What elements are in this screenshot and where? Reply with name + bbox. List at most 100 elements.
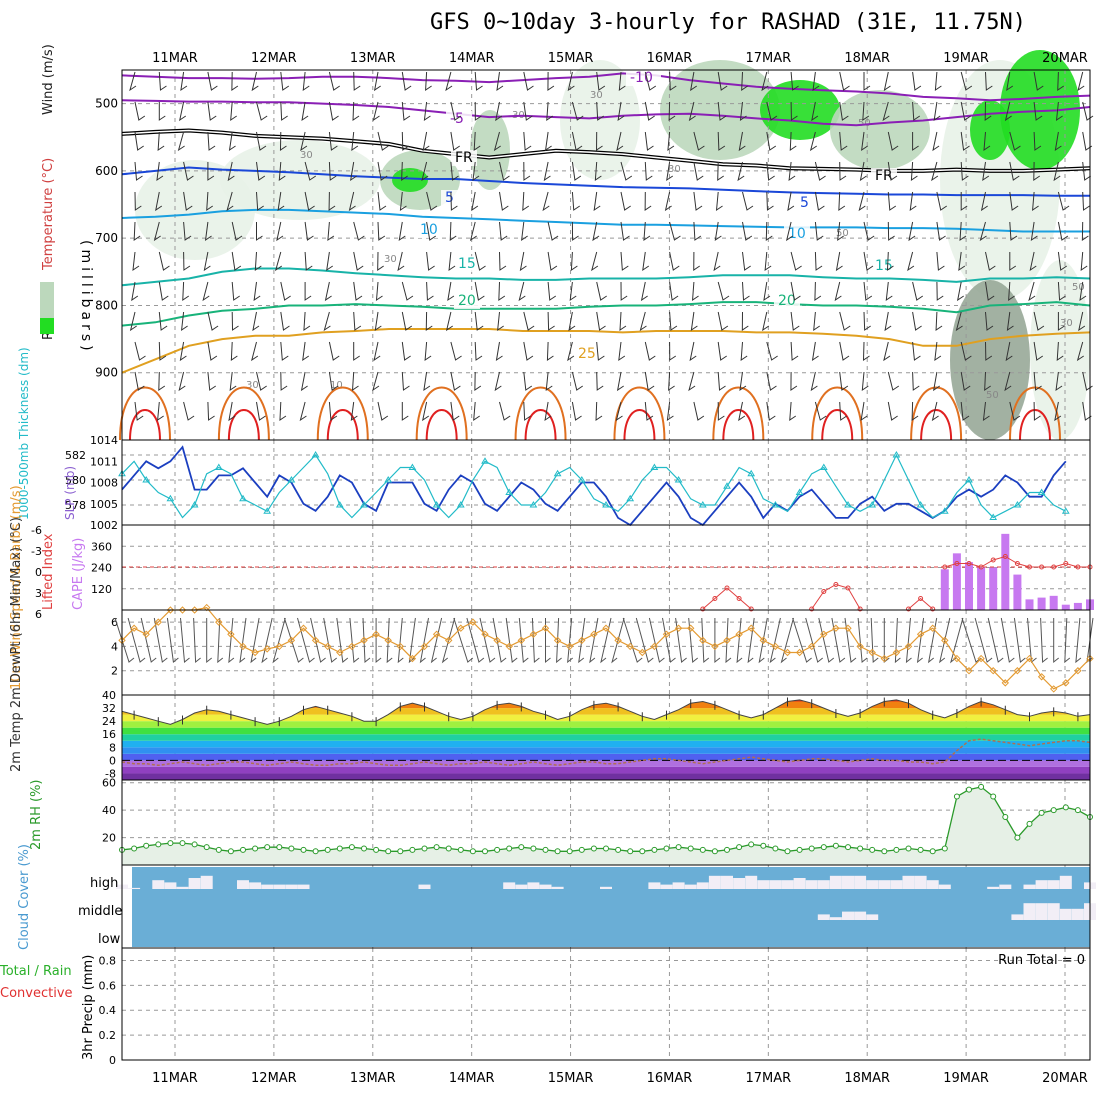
rh2m-marker-72 xyxy=(990,793,997,800)
wind-marker-28 xyxy=(457,624,465,632)
xsec-barb xyxy=(522,191,530,211)
xsec-barb xyxy=(328,161,337,181)
xsec-barb xyxy=(304,221,314,241)
wind-marker-12 xyxy=(263,645,271,653)
cloud-high-34 xyxy=(527,882,540,889)
thickness-marker xyxy=(747,469,756,477)
xsec-barb xyxy=(328,341,340,361)
thickness-marker xyxy=(142,476,151,483)
rh-contour-label-9: 50 xyxy=(836,228,849,239)
rh2m-marker-70 xyxy=(966,786,972,793)
xsec-barb xyxy=(863,221,875,241)
rh2m-marker-54 xyxy=(772,845,779,852)
xsec-barb xyxy=(499,191,509,211)
xsec-barb xyxy=(256,401,266,421)
xsec-barb xyxy=(984,101,992,121)
xsec-barb xyxy=(252,311,260,332)
xsec-barb xyxy=(1077,71,1085,92)
xsec-barb xyxy=(300,131,308,152)
xsec-barb xyxy=(960,371,971,391)
xsec-barb xyxy=(134,131,144,151)
xsec-barb xyxy=(714,221,722,242)
wind-barb-70 xyxy=(961,617,982,663)
temp-bands xyxy=(122,699,1090,780)
wind-barb-64 xyxy=(894,617,901,664)
rh2m-marker-30 xyxy=(482,848,488,855)
xsec-barb xyxy=(596,131,603,151)
xsec-barb xyxy=(279,401,287,421)
xsec-barb xyxy=(1032,191,1039,211)
cloud-high-50 xyxy=(721,875,733,889)
cloud-high-12 xyxy=(261,884,274,889)
xsec-barb xyxy=(912,132,919,151)
xsec-barb xyxy=(884,311,892,332)
thickness-marker xyxy=(432,501,441,508)
xsec-barb xyxy=(1055,101,1063,122)
xsec-barb xyxy=(1029,251,1037,272)
rh2m-marker-59 xyxy=(832,842,839,849)
wind-marker-26 xyxy=(432,630,441,638)
thickness-marker xyxy=(698,501,707,508)
xsec-barb xyxy=(639,311,647,332)
wind-barb-18 xyxy=(336,617,349,663)
wind-barb-27 xyxy=(441,617,456,664)
xsec-barb xyxy=(887,161,898,181)
xsec-barb xyxy=(1053,161,1061,182)
xsec-barb xyxy=(1033,131,1042,151)
xsec-barb xyxy=(741,71,748,91)
xsec-barb xyxy=(985,311,994,331)
slp-tick-1014: 1014 xyxy=(90,434,118,447)
xsec-barb xyxy=(375,281,383,301)
xsec-barb xyxy=(1033,371,1042,391)
xsec-barb xyxy=(158,281,169,301)
xsec-barb xyxy=(377,191,387,211)
cape-bar-68 xyxy=(940,569,949,610)
xsec-barb xyxy=(933,371,941,392)
wind-marker-59 xyxy=(832,624,840,632)
xsec-barb xyxy=(616,131,624,152)
warm-arch-darkorange-0 xyxy=(119,386,171,441)
wind-barb-60 xyxy=(844,617,857,663)
xsec-barb xyxy=(932,131,940,152)
wind-barb-56 xyxy=(792,617,812,663)
wind-marker-43 xyxy=(638,648,647,657)
xsec-barb xyxy=(839,371,849,391)
wind-marker-13 xyxy=(275,642,284,651)
xsec-barb xyxy=(669,281,679,301)
xsec-barb xyxy=(790,341,799,361)
wind-barb-21 xyxy=(375,618,382,664)
cloud-high-48 xyxy=(696,882,709,889)
xsec-barb xyxy=(693,161,704,181)
xsec-barb xyxy=(765,221,773,241)
wind-barb-61 xyxy=(857,617,868,663)
xsec-barb xyxy=(426,191,438,211)
cloud-level-low: low xyxy=(98,932,121,947)
xsec-barb xyxy=(1057,191,1070,211)
wind-marker-56 xyxy=(795,648,804,657)
xsec-barb xyxy=(911,401,919,421)
li-marker xyxy=(930,606,936,612)
rh2m-marker-61 xyxy=(857,845,864,852)
xsec-barb xyxy=(474,311,484,331)
wind-barb-48 xyxy=(701,617,710,664)
cape-tick-240: 240 xyxy=(91,562,112,575)
wind-marker-7 xyxy=(202,603,211,612)
wind-marker-71 xyxy=(977,654,985,663)
wind-marker-5 xyxy=(178,606,187,614)
xsec-barb xyxy=(134,401,144,421)
warm-arch-red-8 xyxy=(920,409,953,441)
warm-arch-darkorange-5 xyxy=(613,386,666,441)
xsec-barb xyxy=(617,101,625,122)
rh2m-marker-48 xyxy=(699,846,706,853)
xsec-barb xyxy=(280,71,290,91)
thickness-marker xyxy=(795,488,804,495)
cloud-middle-61 xyxy=(854,911,867,920)
xsec-barb xyxy=(567,341,575,362)
xsec-barb xyxy=(669,251,680,271)
xsec-barb xyxy=(547,251,558,271)
li-line-0 xyxy=(702,587,752,610)
xsec-barb xyxy=(134,161,143,181)
xsec-barb xyxy=(1076,341,1084,362)
xsec-barb xyxy=(129,311,137,332)
